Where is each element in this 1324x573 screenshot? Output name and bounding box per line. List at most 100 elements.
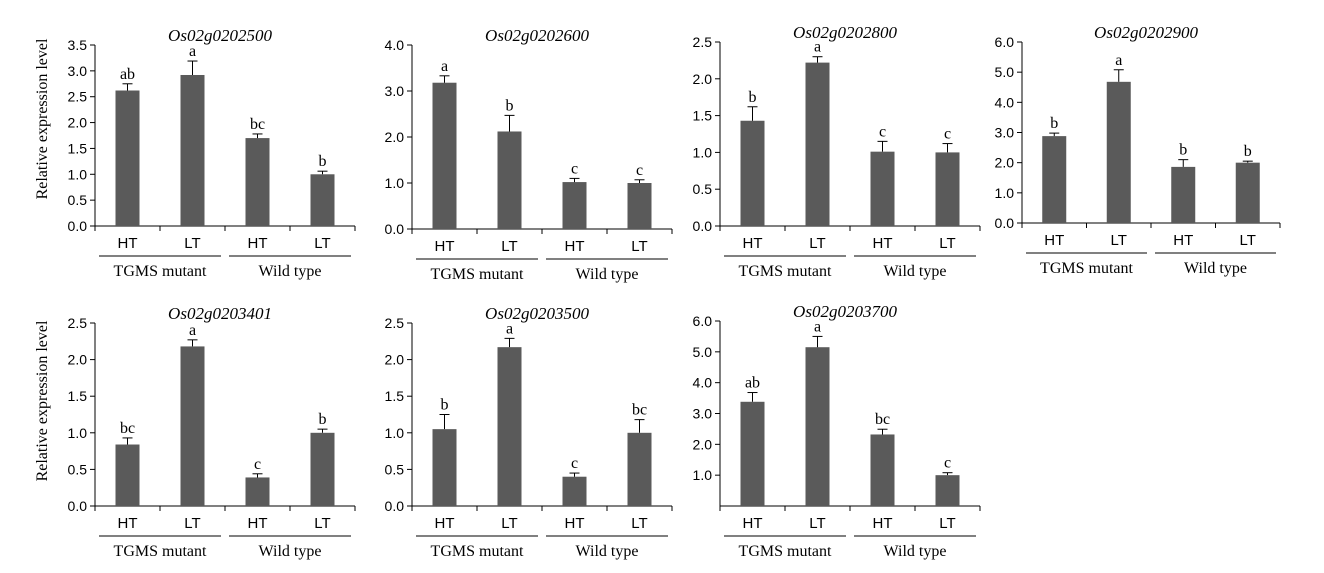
chart6-sig-label-0: b	[441, 397, 449, 414]
chart7-x-label-0: HT	[743, 515, 763, 532]
chart6-bar-3	[627, 432, 652, 506]
chart1-bar-0	[115, 90, 140, 226]
chart4-bar-3	[1235, 162, 1260, 223]
chart2-y-tick-label-3: 3.0	[385, 83, 405, 99]
chart3-sig-label-2: c	[879, 123, 886, 140]
chart1-sig-label-1: a	[189, 43, 196, 60]
chart6-y-tick-label-3: 1.5	[385, 388, 405, 404]
chart6-x-label-0: HT	[435, 515, 455, 532]
chart7-y-tick-label-4: 5.0	[693, 344, 713, 360]
chart5-group-label-1: Wild type	[259, 543, 322, 560]
chart1-y-tick-label-6: 3.0	[68, 63, 88, 79]
chart1-group-label-1: Wild type	[259, 263, 322, 280]
chart5-y-tick-label-3: 1.5	[68, 388, 88, 404]
chart4-title: Os02g0202900	[1094, 23, 1198, 42]
chart6-group-label-1: Wild type	[576, 543, 639, 560]
chart3-sig-label-0: b	[749, 89, 757, 106]
chart2-group-label-0: TGMS mutant	[431, 266, 524, 283]
chart4-group-label-0: TGMS mutant	[1040, 260, 1133, 277]
chart4-y-tick-label-3: 3.0	[995, 125, 1015, 141]
chart7-y-tick-label-3: 4.0	[693, 375, 713, 391]
chart1-y-tick-label-5: 2.5	[68, 89, 88, 105]
chart1-y-tick-label-7: 3.5	[68, 37, 88, 53]
chart2-x-label-2: HT	[565, 238, 585, 255]
chart2-title: Os02g0202600	[485, 26, 589, 45]
chart2-sig-label-3: c	[636, 162, 643, 179]
chart5-x-label-0: HT	[118, 515, 138, 532]
chart3-x-label-0: HT	[743, 235, 763, 252]
chart3-y-tick-label-2: 1.0	[693, 144, 713, 160]
chart4-y-tick-label-4: 4.0	[995, 94, 1015, 110]
chart7-title: Os02g0203700	[793, 302, 897, 321]
chart4-x-label-3: LT	[1240, 232, 1256, 249]
chart7-x-label-3: LT	[939, 515, 955, 532]
chart4-y-tick-label-0: 0.0	[995, 215, 1015, 231]
chart5-group-label-0: TGMS mutant	[114, 543, 207, 560]
chart2-bar-1	[497, 131, 522, 229]
chart3-bar-1	[805, 62, 830, 226]
chart4-x-label-1: LT	[1111, 232, 1127, 249]
chart3-y-tick-label-0: 0.0	[693, 218, 713, 234]
chart7-y-tick-label-5: 6.0	[693, 313, 713, 329]
chart2-x-label-1: LT	[501, 238, 517, 255]
chart2-sig-label-2: c	[571, 160, 578, 177]
chart6-y-tick-label-5: 2.5	[385, 315, 405, 331]
chart3-title: Os02g0202800	[793, 23, 897, 42]
chart3-sig-label-3: c	[944, 126, 951, 143]
chart2-x-label-0: HT	[435, 238, 455, 255]
chart5-x-label-1: LT	[184, 515, 200, 532]
chart7-bar-0	[740, 401, 765, 506]
chart2-y-tick-label-4: 4.0	[385, 37, 405, 53]
chart5-sig-label-2: c	[254, 456, 261, 473]
chart5-x-label-3: LT	[314, 515, 330, 532]
chart7-bar-1	[805, 347, 830, 506]
chart3-y-tick-label-1: 0.5	[693, 181, 713, 197]
chart3-y-tick-label-4: 2.0	[693, 71, 713, 87]
chart2-y-tick-label-1: 1.0	[385, 175, 405, 191]
chart4-sig-label-0: b	[1050, 115, 1058, 132]
chart3-y-tick-label-5: 2.5	[693, 34, 713, 50]
chart1-group-label-0: TGMS mutant	[114, 263, 207, 280]
chart2-sig-label-0: a	[441, 58, 448, 75]
chart2-bar-3	[627, 183, 652, 229]
chart7-y-tick-label-1: 2.0	[693, 436, 713, 452]
chart5-sig-label-1: a	[189, 322, 196, 339]
chart5-y-tick-label-2: 1.0	[68, 425, 88, 441]
chart6-bar-2	[562, 476, 587, 506]
chart7-bar-2	[870, 434, 895, 506]
chart7-x-label-2: HT	[873, 515, 893, 532]
chart2-bar-0	[432, 82, 457, 229]
chart3-group-label-0: TGMS mutant	[739, 263, 832, 280]
chart1-bar-2	[245, 138, 270, 226]
chart4-y-tick-label-1: 1.0	[995, 185, 1015, 201]
chart4-x-label-2: HT	[1173, 232, 1193, 249]
chart2-group-label-1: Wild type	[576, 266, 639, 283]
chart6-bar-1	[497, 347, 522, 506]
chart1-bar-1	[180, 74, 205, 226]
chart3-bar-3	[935, 152, 960, 226]
chart6-y-tick-label-0: 0.0	[385, 498, 405, 514]
chart7-sig-label-1: a	[814, 318, 821, 335]
chart1-title: Os02g0202500	[168, 26, 272, 45]
chart3-group-label-1: Wild type	[884, 263, 947, 280]
chart5-x-label-2: HT	[248, 515, 268, 532]
chart5-bar-1	[180, 346, 205, 506]
chart7-sig-label-3: c	[944, 455, 951, 472]
chart5-y-tick-label-4: 2.0	[68, 352, 88, 368]
chart6-sig-label-2: c	[571, 455, 578, 472]
chart4-sig-label-1: a	[1115, 52, 1122, 69]
chart1-x-label-1: LT	[184, 235, 200, 252]
chart1-sig-label-2: bc	[250, 116, 265, 133]
chart6-y-tick-label-1: 0.5	[385, 461, 405, 477]
chart4-bar-2	[1171, 166, 1196, 223]
chart1-y-tick-label-0: 0.0	[68, 218, 88, 234]
chart3-sig-label-1: a	[814, 39, 821, 56]
chart6-group-label-0: TGMS mutant	[431, 543, 524, 560]
chart1-y-tick-label-1: 0.5	[68, 192, 88, 208]
chart6-y-tick-label-2: 1.0	[385, 425, 405, 441]
chart3-x-label-2: HT	[873, 235, 893, 252]
chart6-y-tick-label-4: 2.0	[385, 352, 405, 368]
chart7-sig-label-2: bc	[875, 411, 890, 428]
chart7-group-label-1: Wild type	[884, 543, 947, 560]
